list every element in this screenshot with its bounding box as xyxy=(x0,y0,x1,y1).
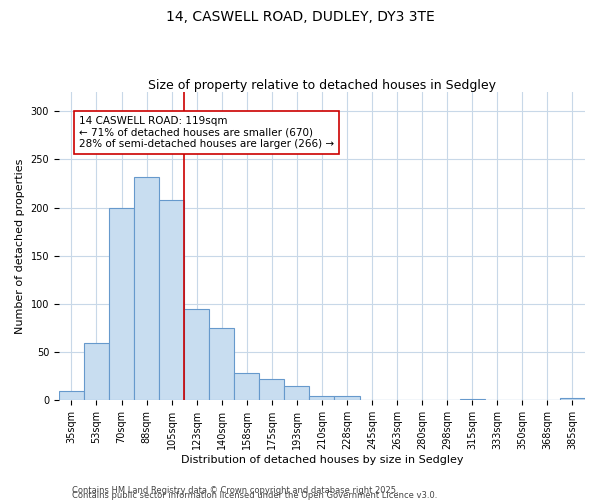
Text: Contains HM Land Registry data © Crown copyright and database right 2025.: Contains HM Land Registry data © Crown c… xyxy=(72,486,398,495)
Bar xyxy=(334,396,359,400)
Bar xyxy=(134,177,159,400)
Bar xyxy=(259,379,284,400)
Bar xyxy=(209,328,234,400)
Bar xyxy=(310,396,334,400)
Bar xyxy=(184,309,209,400)
Text: Contains public sector information licensed under the Open Government Licence v3: Contains public sector information licen… xyxy=(72,491,437,500)
Y-axis label: Number of detached properties: Number of detached properties xyxy=(15,158,25,334)
Bar xyxy=(84,342,109,400)
Bar xyxy=(284,386,310,400)
Bar xyxy=(234,374,259,400)
X-axis label: Distribution of detached houses by size in Sedgley: Distribution of detached houses by size … xyxy=(181,455,463,465)
Bar xyxy=(560,398,585,400)
Text: 14 CASWELL ROAD: 119sqm
← 71% of detached houses are smaller (670)
28% of semi-d: 14 CASWELL ROAD: 119sqm ← 71% of detache… xyxy=(79,116,334,150)
Title: Size of property relative to detached houses in Sedgley: Size of property relative to detached ho… xyxy=(148,79,496,92)
Bar xyxy=(109,208,134,400)
Bar xyxy=(59,390,84,400)
Text: 14, CASWELL ROAD, DUDLEY, DY3 3TE: 14, CASWELL ROAD, DUDLEY, DY3 3TE xyxy=(166,10,434,24)
Bar xyxy=(159,200,184,400)
